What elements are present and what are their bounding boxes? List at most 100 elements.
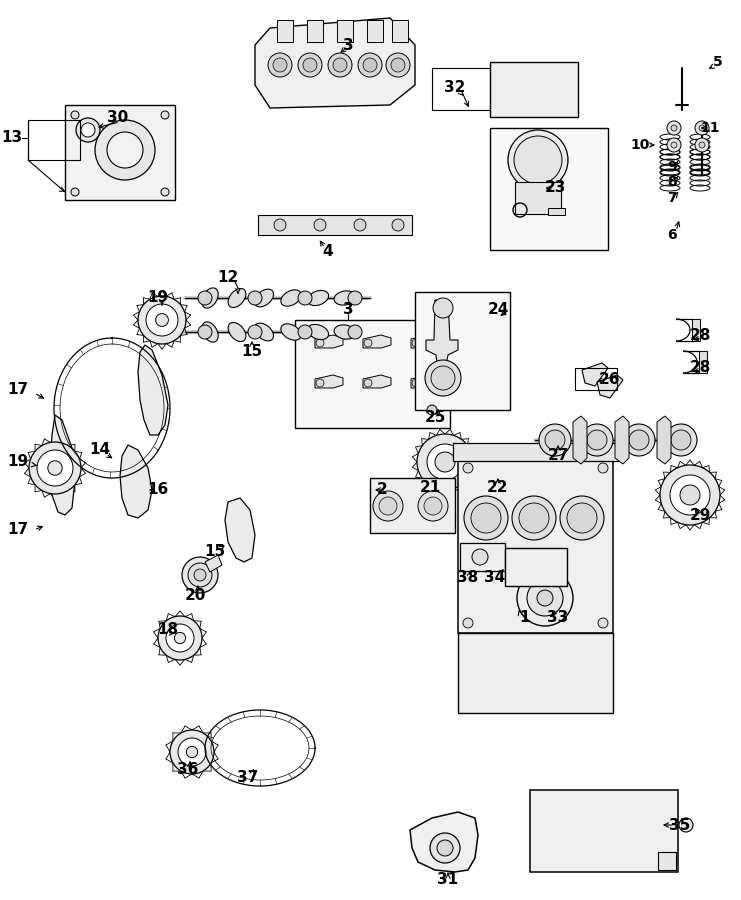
Circle shape xyxy=(427,405,437,415)
Text: 23: 23 xyxy=(545,181,565,195)
Circle shape xyxy=(161,111,169,119)
Text: 22: 22 xyxy=(488,481,509,496)
Polygon shape xyxy=(363,335,391,348)
Circle shape xyxy=(298,325,312,339)
Circle shape xyxy=(363,58,377,72)
Text: 29: 29 xyxy=(689,508,711,523)
Circle shape xyxy=(519,503,549,533)
Circle shape xyxy=(268,53,292,77)
Text: 24: 24 xyxy=(488,302,508,318)
Text: 3: 3 xyxy=(342,302,353,318)
Circle shape xyxy=(188,563,212,587)
Polygon shape xyxy=(363,375,391,388)
Circle shape xyxy=(517,570,573,626)
Polygon shape xyxy=(573,416,587,464)
Text: 35: 35 xyxy=(669,817,691,833)
Circle shape xyxy=(198,325,212,339)
Text: 14: 14 xyxy=(90,443,110,457)
Bar xyxy=(367,20,383,42)
Ellipse shape xyxy=(202,322,218,342)
Text: 21: 21 xyxy=(419,481,441,496)
Bar xyxy=(460,543,505,571)
Bar xyxy=(458,458,613,633)
Text: 16: 16 xyxy=(147,482,169,498)
Text: 38: 38 xyxy=(457,571,479,586)
Circle shape xyxy=(438,454,452,469)
Circle shape xyxy=(37,450,73,486)
Bar xyxy=(432,68,490,110)
Circle shape xyxy=(665,424,697,456)
Circle shape xyxy=(682,487,698,503)
Circle shape xyxy=(537,590,553,606)
Ellipse shape xyxy=(202,288,218,308)
Text: 19: 19 xyxy=(7,454,28,470)
Text: 3: 3 xyxy=(342,38,353,52)
Circle shape xyxy=(364,379,372,387)
Text: 18: 18 xyxy=(157,623,179,637)
Circle shape xyxy=(545,430,565,450)
Polygon shape xyxy=(205,555,222,572)
Bar xyxy=(337,20,353,42)
Polygon shape xyxy=(225,498,255,562)
Circle shape xyxy=(273,58,287,72)
Text: 2: 2 xyxy=(376,482,388,498)
Circle shape xyxy=(198,291,212,305)
Text: 36: 36 xyxy=(177,762,199,778)
Text: 33: 33 xyxy=(548,610,568,626)
Circle shape xyxy=(463,463,473,473)
Bar xyxy=(505,548,567,586)
Circle shape xyxy=(699,125,705,131)
Circle shape xyxy=(424,497,442,515)
Circle shape xyxy=(695,121,709,135)
Circle shape xyxy=(373,491,403,521)
Polygon shape xyxy=(120,445,152,518)
Circle shape xyxy=(629,430,649,450)
Circle shape xyxy=(417,434,473,490)
Ellipse shape xyxy=(228,288,246,308)
Bar xyxy=(692,319,700,341)
Text: 19: 19 xyxy=(147,291,168,305)
Ellipse shape xyxy=(254,289,273,307)
Bar xyxy=(530,790,678,872)
Text: 8: 8 xyxy=(667,175,677,189)
Circle shape xyxy=(187,746,198,758)
Circle shape xyxy=(680,485,700,505)
Ellipse shape xyxy=(254,323,273,341)
Bar xyxy=(699,351,707,373)
Circle shape xyxy=(107,132,143,168)
Polygon shape xyxy=(255,18,415,108)
Text: 26: 26 xyxy=(599,373,621,388)
Circle shape xyxy=(379,497,397,515)
Polygon shape xyxy=(582,363,608,386)
Circle shape xyxy=(527,580,563,616)
Ellipse shape xyxy=(228,322,246,342)
Circle shape xyxy=(328,53,352,77)
Polygon shape xyxy=(410,812,478,872)
Polygon shape xyxy=(138,345,168,435)
Circle shape xyxy=(48,461,62,475)
Circle shape xyxy=(671,430,691,450)
Text: 11: 11 xyxy=(700,121,720,135)
Circle shape xyxy=(174,633,185,643)
Ellipse shape xyxy=(281,290,301,306)
Circle shape xyxy=(598,463,608,473)
Circle shape xyxy=(667,121,681,135)
Text: 37: 37 xyxy=(237,770,259,786)
Circle shape xyxy=(699,142,705,148)
Circle shape xyxy=(512,496,556,540)
Text: 25: 25 xyxy=(425,410,445,426)
Text: 15: 15 xyxy=(242,345,262,359)
Ellipse shape xyxy=(308,291,328,306)
Bar xyxy=(658,852,676,870)
Polygon shape xyxy=(315,335,343,348)
Bar xyxy=(453,443,618,461)
Text: 13: 13 xyxy=(1,130,22,146)
Circle shape xyxy=(471,503,501,533)
Circle shape xyxy=(598,618,608,628)
Circle shape xyxy=(248,325,262,339)
Circle shape xyxy=(418,491,448,521)
Circle shape xyxy=(567,503,597,533)
Circle shape xyxy=(670,475,710,515)
Bar xyxy=(295,320,450,428)
Circle shape xyxy=(427,444,463,480)
